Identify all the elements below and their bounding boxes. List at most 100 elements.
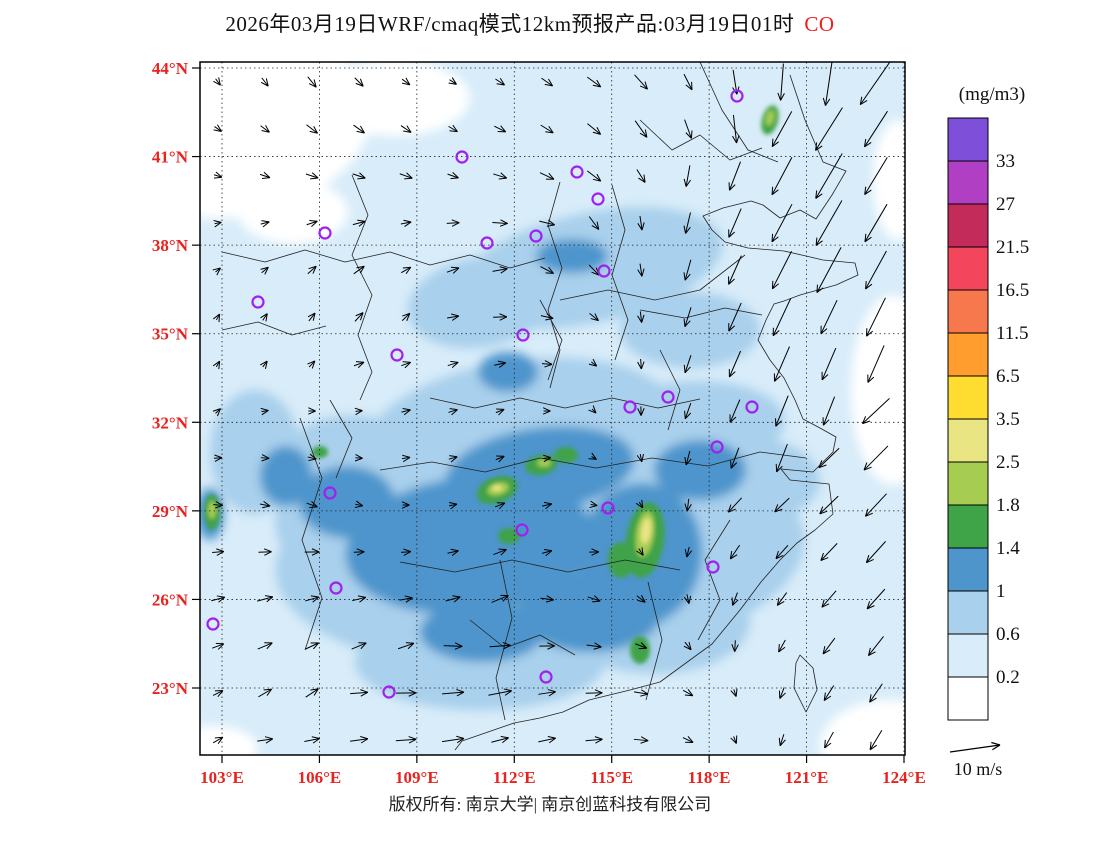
wind-arrow-head — [218, 596, 226, 603]
wind-arrow-shaft — [869, 683, 883, 703]
wind-arrow-shaft — [772, 298, 792, 336]
colorbar-segment — [947, 547, 989, 592]
wind-arrow-head — [496, 83, 505, 86]
wind-arrow — [542, 501, 553, 510]
wind-arrow-head — [546, 224, 555, 227]
colorbar-segment — [947, 504, 989, 549]
wind-arrow-head — [504, 690, 512, 696]
wind-arrow-shaft — [401, 78, 411, 86]
colorbar-segment — [947, 633, 989, 678]
wind-arrow-shaft — [824, 731, 834, 749]
wind-arrow-shaft — [586, 644, 602, 648]
wind-arrow — [401, 501, 410, 509]
wind-arrow-head — [775, 550, 779, 559]
wind-arrow-head — [772, 330, 780, 337]
wind-arrow-head — [499, 316, 508, 321]
wind-arrow — [542, 407, 551, 415]
concentration-region — [820, 700, 905, 755]
wind-arrow — [260, 77, 269, 87]
wind-arrow-head — [637, 315, 643, 323]
wind-arrow — [636, 453, 645, 463]
wind-arrow-head — [406, 313, 411, 321]
wind-arrow-head — [596, 173, 602, 182]
wind-arrow-head — [355, 454, 363, 459]
wind-arrow-head — [265, 738, 273, 744]
wind-arrow-head — [820, 552, 824, 561]
wind-arrow-head — [360, 642, 367, 650]
wind-arrow-head — [641, 314, 645, 323]
wind-arrow-head — [819, 506, 824, 515]
wind-arrow-head — [405, 597, 413, 603]
wind-arrow — [821, 347, 837, 381]
province-border — [639, 119, 763, 161]
province-border — [559, 254, 746, 301]
wind-arrow-head — [262, 221, 270, 228]
wind-arrow-head — [214, 457, 223, 462]
concentration-region — [640, 518, 652, 544]
wind-arrow-head — [590, 318, 599, 322]
wind-arrow-head — [454, 642, 463, 647]
wind-arrow-shaft — [819, 495, 839, 515]
wind-arrow-head — [451, 222, 460, 227]
wind-arrow-head — [776, 597, 780, 606]
wind-arrow — [489, 642, 511, 650]
wind-arrow-shaft — [587, 123, 601, 135]
wind-arrow-head — [588, 409, 597, 414]
wind-arrow-head — [500, 219, 508, 224]
wind-arrow-shaft — [729, 399, 741, 423]
wind-arrow-head — [869, 697, 877, 703]
copyright-footer: 版权所有: 南京大学| 南京创蓝科技有限公司 — [388, 795, 712, 814]
wind-arrow-head — [779, 692, 786, 699]
wind-arrow — [212, 642, 225, 650]
wind-arrow — [305, 595, 320, 603]
wind-arrow — [635, 499, 644, 509]
wind-arrow-head — [356, 500, 364, 507]
concentration-region — [518, 572, 662, 652]
wind-arrow-head — [403, 130, 412, 133]
wind-arrow-shaft — [815, 200, 843, 246]
wind-arrow — [540, 313, 554, 321]
wind-arrow-head — [641, 453, 645, 462]
wind-arrow — [540, 266, 554, 274]
wind-arrow-head — [307, 312, 316, 318]
wind-reference: 10 m/s — [949, 741, 1002, 779]
wind-arrow — [637, 311, 645, 323]
wind-arrow-head — [308, 407, 316, 412]
wind-arrow-head — [401, 504, 410, 509]
wind-arrow-shaft — [684, 641, 692, 651]
wind-arrow-head — [311, 172, 319, 179]
wind-arrow-shaft — [729, 161, 741, 191]
wind-arrow — [492, 219, 508, 227]
wind-arrow-head — [591, 271, 600, 276]
colorbar-segment — [947, 246, 989, 291]
wind-arrow-head — [780, 93, 785, 101]
wind-arrow-head — [311, 548, 320, 553]
wind-arrow-shaft — [354, 77, 364, 87]
colorbar-label: 21.5 — [996, 237, 1029, 258]
concentration-region — [492, 485, 502, 491]
colorbar-label: 3.5 — [996, 409, 1020, 430]
wind-arrow — [304, 548, 320, 556]
wind-arrow — [683, 73, 693, 91]
wind-arrow — [821, 590, 837, 608]
wind-arrow — [492, 266, 508, 274]
wind-arrow-head — [544, 83, 553, 87]
wind-arrow-head — [503, 644, 511, 650]
wind-arrow — [815, 153, 843, 199]
wind-arrow — [491, 594, 509, 603]
wind-arrow — [212, 408, 221, 417]
wind-arrow-head — [820, 557, 829, 562]
wind-arrow-head — [815, 142, 818, 151]
wind-arrow-head — [864, 508, 869, 517]
wind-arrow — [259, 500, 271, 509]
wind-arrow-head — [862, 416, 867, 424]
wind-arrow — [259, 171, 271, 179]
wind-arrow-shaft — [261, 266, 269, 274]
wind-arrow-head — [819, 510, 828, 515]
wind-arrow-shaft — [446, 222, 460, 224]
wind-arrow-head — [683, 364, 686, 373]
province-border — [539, 299, 563, 381]
wind-arrow-shaft — [353, 124, 365, 134]
wind-arrow — [401, 548, 412, 556]
province-border — [547, 181, 563, 389]
